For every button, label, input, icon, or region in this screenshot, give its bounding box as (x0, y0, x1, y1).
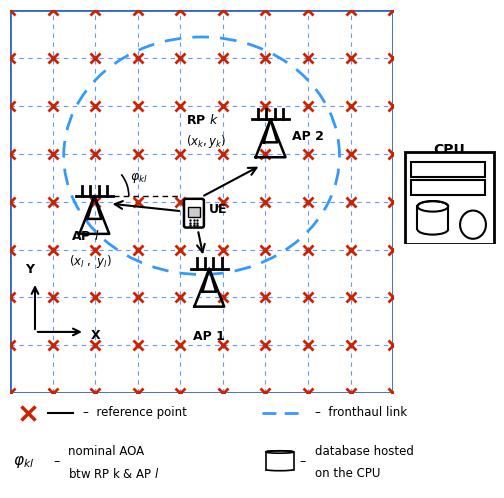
Circle shape (460, 211, 486, 239)
Text: X: X (91, 329, 100, 342)
Bar (188, 208, 200, 217)
Bar (411, 162, 485, 177)
Text: btw RP k & AP $l$: btw RP k & AP $l$ (68, 467, 160, 481)
FancyBboxPatch shape (184, 199, 204, 228)
Ellipse shape (417, 201, 448, 212)
Text: AP $l$: AP $l$ (72, 229, 100, 243)
Bar (405, 152, 494, 244)
Text: –  fronthaul link: – fronthaul link (315, 406, 407, 419)
Text: AP 1: AP 1 (194, 330, 225, 343)
Text: $\varphi_{kl}$: $\varphi_{kl}$ (13, 454, 34, 470)
Text: $\varphi_{kl}$: $\varphi_{kl}$ (130, 171, 147, 185)
Text: CPU: CPU (433, 142, 465, 156)
Text: UE: UE (209, 203, 228, 216)
Ellipse shape (266, 451, 293, 453)
Text: database hosted: database hosted (315, 446, 414, 459)
Text: Y: Y (25, 263, 34, 276)
Bar (411, 180, 485, 195)
Text: $(x_{\mathit{l}}\ ,\ y_{\mathit{l}})$: $(x_{\mathit{l}}\ ,\ y_{\mathit{l}})$ (69, 253, 112, 270)
Text: nominal AOA: nominal AOA (68, 446, 144, 459)
Text: $(x_{\mathit{k}}, y_{\mathit{k}})$: $(x_{\mathit{k}}, y_{\mathit{k}})$ (186, 133, 227, 150)
Text: –: – (300, 455, 306, 468)
Text: on the CPU: on the CPU (315, 468, 381, 481)
Text: –  reference point: – reference point (83, 406, 187, 419)
Text: AP 2: AP 2 (292, 130, 324, 143)
Text: –: – (53, 455, 59, 468)
Text: RP $k$: RP $k$ (186, 113, 219, 127)
